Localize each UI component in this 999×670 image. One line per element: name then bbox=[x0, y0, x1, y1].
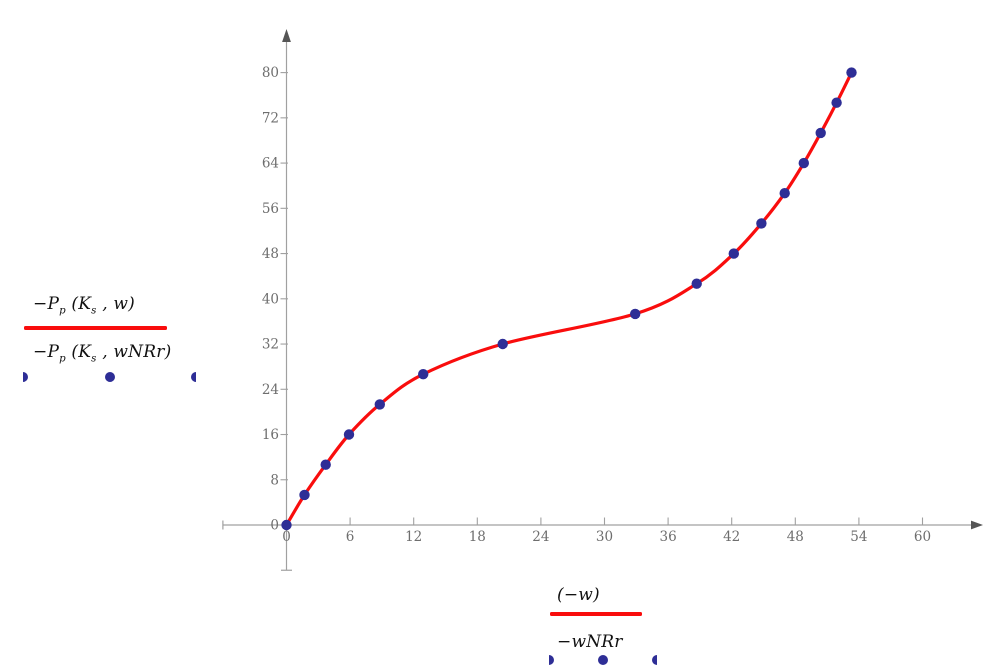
x-tick-label: 48 bbox=[787, 529, 804, 545]
y-legend-curve-line-swatch bbox=[24, 326, 167, 330]
x-axis-arrow-icon bbox=[971, 520, 983, 530]
x-legend-curve-line-swatch bbox=[550, 612, 642, 616]
y-tick-label: 80 bbox=[262, 65, 279, 81]
y-tick-label: 64 bbox=[262, 156, 279, 172]
y-tick-label: 16 bbox=[262, 427, 279, 443]
x-tick-label: 24 bbox=[532, 529, 549, 545]
x-axis-legend: (−w) −wNRr bbox=[549, 584, 657, 666]
data-point bbox=[846, 67, 857, 78]
data-point bbox=[281, 519, 292, 531]
data-point bbox=[630, 308, 641, 320]
x-legend-points-swatch bbox=[549, 654, 657, 665]
legend-dot-icon bbox=[549, 654, 554, 665]
data-point bbox=[343, 429, 355, 440]
legend-dot-icon bbox=[598, 654, 608, 665]
data-point bbox=[779, 188, 790, 199]
y-tick-label: 32 bbox=[262, 337, 279, 353]
data-point bbox=[299, 489, 310, 501]
y-tick-label: 72 bbox=[262, 110, 279, 126]
y-axis-arrow-icon bbox=[282, 29, 291, 42]
data-point bbox=[798, 157, 809, 169]
legend-dot-icon bbox=[23, 372, 28, 382]
y-axis-legend: −Pp (Ks , w) −Pp (Ks , wNRr) bbox=[20, 292, 200, 390]
data-point bbox=[728, 248, 739, 259]
data-point bbox=[320, 459, 331, 470]
y-tick-label: 56 bbox=[262, 201, 279, 217]
x-tick-label: 18 bbox=[469, 529, 486, 545]
data-point bbox=[691, 278, 702, 289]
x-tick-label: 12 bbox=[405, 529, 422, 545]
y-tick-label: 8 bbox=[270, 472, 279, 488]
legend-dot-icon bbox=[652, 654, 657, 665]
x-tick-label: 0 bbox=[282, 529, 291, 545]
x-tick-label: 6 bbox=[346, 529, 355, 545]
x-tick-label: 30 bbox=[596, 529, 613, 545]
y-tick-label: 40 bbox=[262, 291, 279, 307]
data-point bbox=[815, 127, 826, 139]
data-point bbox=[831, 97, 842, 108]
y-tick-label: 24 bbox=[262, 382, 279, 398]
data-point bbox=[418, 369, 429, 380]
x-tick-label: 36 bbox=[660, 529, 677, 545]
y-tick-label: 48 bbox=[262, 246, 279, 262]
x-tick-label: 42 bbox=[723, 529, 740, 545]
x-legend-curve-label: (−w) bbox=[557, 585, 600, 605]
data-point bbox=[374, 399, 385, 410]
y-legend-points-swatch bbox=[23, 372, 196, 382]
curve-series bbox=[284, 71, 854, 527]
data-point bbox=[756, 218, 767, 229]
y-legend-curve-label: −Pp (Ks , w) bbox=[33, 294, 136, 317]
legend-dot-icon bbox=[191, 372, 196, 382]
y-tick-label: 0 bbox=[270, 518, 279, 534]
legend-dot-icon bbox=[104, 372, 115, 382]
data-point bbox=[497, 338, 508, 350]
x-legend-points-label: −wNRr bbox=[557, 632, 623, 652]
x-tick-label: 60 bbox=[914, 529, 931, 545]
x-tick-label: 54 bbox=[850, 529, 867, 545]
y-legend-points-label: −Pp (Ks , wNRr) bbox=[33, 342, 172, 365]
